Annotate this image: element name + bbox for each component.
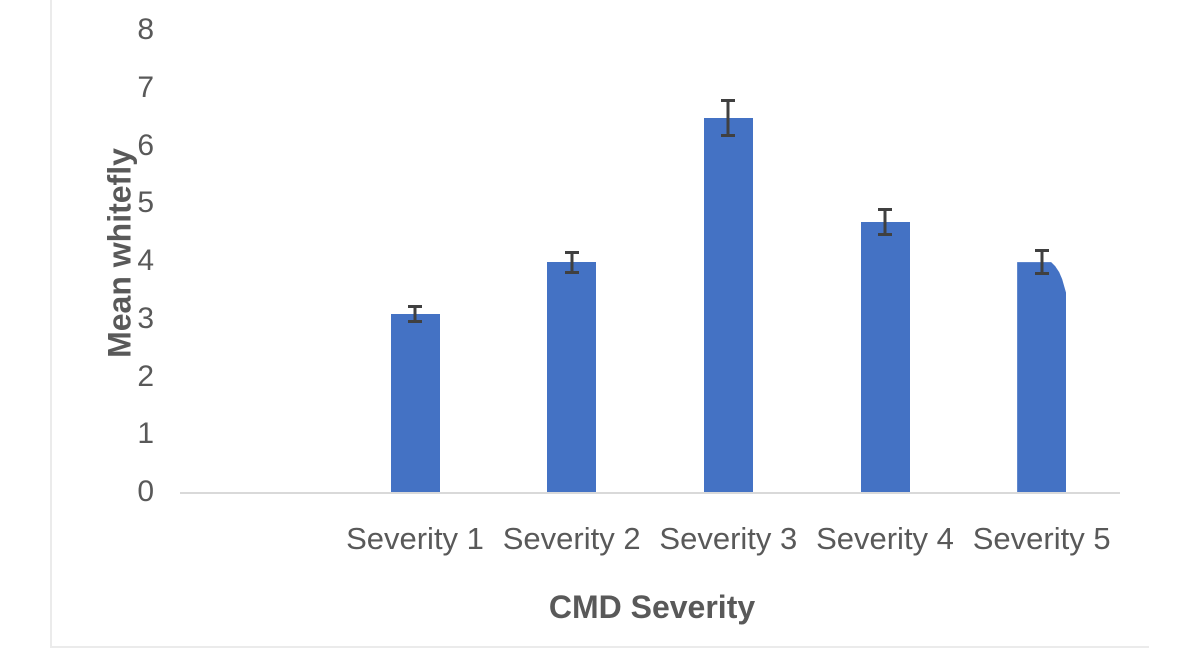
frame-left-border xyxy=(50,0,52,647)
error-bar-cap xyxy=(878,233,892,237)
bar-severity-4 xyxy=(860,222,910,492)
error-bar-cap xyxy=(721,98,736,102)
error-bar-stem xyxy=(883,208,887,237)
error-bar xyxy=(878,208,892,237)
bar-severity-2 xyxy=(547,262,597,492)
error-bar-cap xyxy=(878,208,892,212)
y-tick-label: 0 xyxy=(137,475,154,508)
error-bar-cap xyxy=(564,250,579,254)
y-tick-label: 7 xyxy=(137,70,154,104)
error-bar-cap xyxy=(408,320,422,324)
error-bar-cap xyxy=(408,304,422,308)
x-category-label: Severity 1 xyxy=(346,521,484,556)
y-tick-label: 2 xyxy=(137,359,154,393)
y-tick-label: 4 xyxy=(137,244,154,277)
error-bar xyxy=(1034,249,1049,275)
error-bar-cap xyxy=(1034,271,1049,275)
error-bar xyxy=(564,250,579,274)
y-tick-label: 5 xyxy=(137,186,154,220)
error-bar-cap xyxy=(721,133,736,137)
error-bar xyxy=(721,98,736,137)
error-bar-stem xyxy=(1040,249,1044,275)
frame-bottom-border xyxy=(50,646,1149,648)
error-bar-cap xyxy=(1034,249,1049,253)
error-bar-stem xyxy=(413,304,417,324)
error-bar-stem xyxy=(726,98,730,137)
bar-severity-5 xyxy=(1017,262,1067,492)
x-category-label: Severity 2 xyxy=(502,521,641,556)
x-category-label: Severity 5 xyxy=(972,521,1111,556)
bar-severity-3 xyxy=(703,117,753,492)
x-category-label: Severity 4 xyxy=(816,521,954,556)
x-category-label: Severity 3 xyxy=(659,521,798,556)
x-axis-title: CMD Severity xyxy=(548,589,756,625)
error-bar xyxy=(408,304,422,324)
y-tick-label: 3 xyxy=(137,301,154,335)
y-tick-label: 6 xyxy=(137,128,154,162)
bar-severity-1 xyxy=(390,314,440,492)
x-axis-line xyxy=(180,492,1120,494)
error-bar-stem xyxy=(570,250,574,274)
y-tick-label: 8 xyxy=(137,13,154,46)
error-bar-cap xyxy=(564,270,579,274)
y-tick-label: 1 xyxy=(137,417,154,451)
